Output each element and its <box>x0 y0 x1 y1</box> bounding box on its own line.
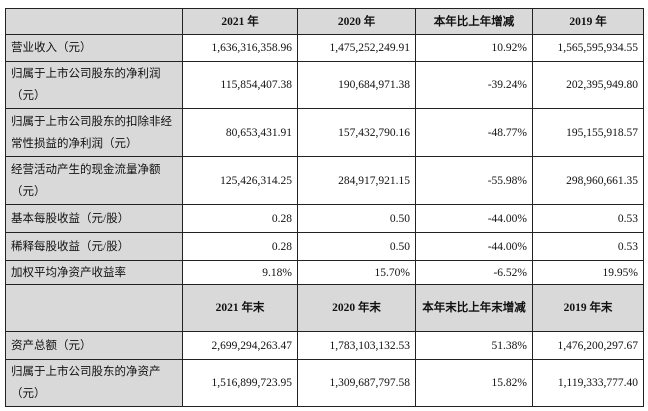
financial-summary-table: 2021 年 2020 年本年比上年增减 2019 年营业收入（元） 1,636,31… <box>5 8 644 407</box>
cell-value: -48.77% <box>415 108 533 157</box>
column-header: 2019 年 <box>532 8 644 35</box>
row-label: 资产总额（元） <box>5 331 183 360</box>
cell-value: 0.50 <box>297 204 416 233</box>
table-row: 归属于上市公司股东的净利润（元） 115,854,407.38 190,684,97… <box>5 61 644 109</box>
cell-value: 0.50 <box>297 232 416 261</box>
row-label: 基本每股收益（元/股） <box>5 204 183 233</box>
row-label: 归属于上市公司股东的净利润（元） <box>5 61 183 109</box>
table-row: 基本每股收益（元/股） 0.28 0.50 -44.00% 0.53 <box>5 204 644 233</box>
cell-value: 1,475,252,249.91 <box>297 34 416 62</box>
cell-value: 157,432,790.16 <box>297 108 416 157</box>
cell-value: -6.52% <box>415 260 533 285</box>
header-row: 2021 年末 2020 年末 本年末比上年末增减 2019 年末 <box>5 284 644 332</box>
cell-value: 0.53 <box>532 204 644 233</box>
table-row: 加权平均净资产收益率 9.18% 15.70% -6.52% 19.95% <box>5 260 644 285</box>
cell-value: 80,653,431.91 <box>182 108 298 157</box>
cell-value: 115,854,407.38 <box>182 61 298 109</box>
table-row: 稀释每股收益（元/股） 0.28 0.50 -44.00% 0.53 <box>5 232 644 261</box>
cell-value: 1,476,200,297.67 <box>532 331 644 360</box>
row-label: 加权平均净资产收益率 <box>5 260 183 285</box>
cell-value: 1,119,333,777.40 <box>532 359 644 407</box>
cell-value: 284,917,921.15 <box>297 156 416 205</box>
cell-value: 0.53 <box>532 232 644 261</box>
table-row: 资产总额（元） 2,699,294,263.47 1,783,103,132.53 5… <box>5 331 644 360</box>
cell-value: 15.82% <box>415 359 533 407</box>
cell-value: 190,684,971.38 <box>297 61 416 109</box>
column-header: 2020 年末 <box>297 284 416 332</box>
cell-value: 195,155,918.57 <box>532 108 644 157</box>
cell-value: 0.28 <box>182 232 298 261</box>
cell-value: 1,309,687,797.58 <box>297 359 416 407</box>
cell-value: 0.28 <box>182 204 298 233</box>
cell-value: 202,395,949.80 <box>532 61 644 109</box>
cell-value: 51.38% <box>415 331 533 360</box>
cell-value: 10.92% <box>415 34 533 62</box>
cell-value: 15.70% <box>297 260 416 285</box>
row-label: 营业收入（元） <box>5 34 183 62</box>
table-row: 营业收入（元） 1,636,316,358.96 1,475,252,249.91 1… <box>5 34 644 62</box>
cell-value: 1,516,899,723.95 <box>182 359 298 407</box>
table-row: 归属于上市公司股东的净资产（元） 1,516,899,723.95 1,309,68… <box>5 359 644 407</box>
cell-value: -44.00% <box>415 232 533 261</box>
row-label: 经营活动产生的现金流量净额（元） <box>5 156 183 205</box>
column-header: 2020 年 <box>297 8 416 35</box>
cell-value: 298,960,661.35 <box>532 156 644 205</box>
column-header: 本年比上年增减 <box>415 8 533 35</box>
cell-value: 125,426,314.25 <box>182 156 298 205</box>
cell-value: 2,699,294,263.47 <box>182 331 298 360</box>
row-label: 归属于上市公司股东的净资产（元） <box>5 359 183 407</box>
row-label: 归属于上市公司股东的扣除非经常性损益的净利润（元） <box>5 108 183 157</box>
header-blank <box>5 8 183 35</box>
row-label: 稀释每股收益（元/股） <box>5 232 183 261</box>
cell-value: 1,636,316,358.96 <box>182 34 298 62</box>
column-header: 2021 年末 <box>182 284 298 332</box>
column-header: 2019 年末 <box>532 284 644 332</box>
column-header: 2021 年 <box>182 8 298 35</box>
cell-value: 19.95% <box>532 260 644 285</box>
table-row: 经营活动产生的现金流量净额（元） 125,426,314.25 284,917,92… <box>5 156 644 205</box>
cell-value: -44.00% <box>415 204 533 233</box>
cell-value: -39.24% <box>415 61 533 109</box>
cell-value: 9.18% <box>182 260 298 285</box>
header-blank <box>5 284 183 332</box>
cell-value: -55.98% <box>415 156 533 205</box>
cell-value: 1,783,103,132.53 <box>297 331 416 360</box>
header-row: 2021 年 2020 年本年比上年增减 2019 年 <box>5 8 644 35</box>
cell-value: 1,565,595,934.55 <box>532 34 644 62</box>
table-row: 归属于上市公司股东的扣除非经常性损益的净利润（元） 80,653,431.91 15… <box>5 108 644 157</box>
column-header: 本年末比上年末增减 <box>415 284 533 332</box>
